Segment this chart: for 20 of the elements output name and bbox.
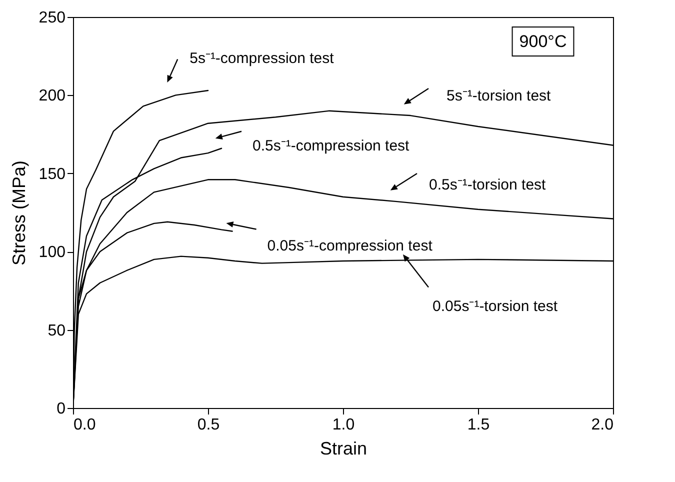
x-tick-label: 1.0: [332, 416, 355, 434]
annotation: 0.5s⁻¹-compression test: [252, 137, 410, 154]
x-tick-label: 0.5: [197, 416, 220, 434]
annotation: 0.5s⁻¹-torsion test: [429, 176, 547, 194]
x-tick-label: 0.0: [74, 416, 96, 434]
x-tick-label: 1.5: [467, 416, 490, 434]
annotation: 5s⁻¹-compression test: [190, 50, 335, 68]
annotation: 900°C: [519, 32, 567, 51]
y-tick-label: 150: [38, 166, 66, 183]
y-tick-label: 100: [38, 244, 66, 262]
x-tick-label: 2.0: [591, 416, 614, 434]
y-axis-title: Stress (MPa): [8, 160, 29, 266]
annotation: 5s⁻¹-torsion test: [446, 88, 552, 105]
annotation: 0.05s⁻¹-torsion test: [432, 298, 558, 316]
y-tick-label: 50: [48, 322, 66, 340]
y-tick-label: 200: [38, 88, 66, 105]
annotation: 0.05s⁻¹-compression test: [267, 237, 434, 254]
x-axis-title: Strain: [320, 438, 368, 458]
y-tick-label: 250: [38, 10, 66, 26]
y-tick-label: 0: [56, 400, 66, 418]
